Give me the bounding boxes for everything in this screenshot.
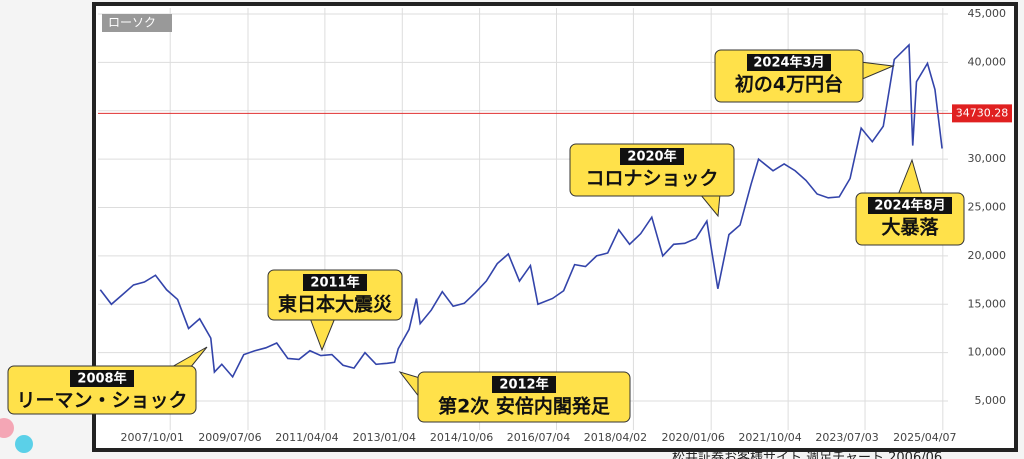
y-tick-label: 15,000 — [968, 297, 1007, 310]
y-tick-label: 30,000 — [968, 152, 1007, 165]
y-tick-label: 45,000 — [968, 7, 1007, 20]
callout-text: 東日本大震災 — [278, 293, 393, 316]
y-tick-label: 40,000 — [968, 55, 1007, 68]
callout-header — [620, 148, 684, 165]
callout-text: 初の4万円台 — [735, 73, 843, 96]
current-price-box — [952, 104, 1012, 123]
x-tick-label: 2007/10/01 — [121, 431, 184, 444]
title-box — [102, 14, 172, 32]
callout-box — [7, 365, 197, 415]
y-tick-label: 5,000 — [975, 394, 1007, 407]
callout-label: 2024年8月 — [874, 198, 945, 214]
x-tick-label: 2020/01/06 — [661, 431, 724, 444]
x-tick-label: 2013/01/04 — [353, 431, 416, 444]
callout-label: 2020年 — [627, 149, 676, 165]
callout-box — [267, 269, 403, 321]
x-tick-label: 2009/07/06 — [198, 431, 261, 444]
price-line — [99, 43, 943, 379]
callout-header — [303, 274, 367, 291]
callout-header — [70, 370, 134, 387]
x-tick-label: 2021/10/04 — [738, 431, 801, 444]
callout-label: 2024年3月 — [753, 55, 824, 71]
callout-header — [868, 197, 952, 214]
y-tick-label: 10,000 — [968, 346, 1007, 359]
current-price-label: 34730.28 — [956, 106, 1009, 119]
callout-box — [417, 371, 631, 423]
chart-title: ローソク — [108, 16, 156, 30]
x-tick-label: 2018/04/02 — [584, 431, 647, 444]
callout-header — [492, 376, 556, 393]
callout-label: 2012年 — [499, 377, 548, 393]
callout-text: リーマン・ショック — [16, 390, 187, 412]
callout-header — [747, 54, 831, 71]
callout-label: 2008年 — [77, 371, 126, 387]
x-tick-label: 2025/04/07 — [893, 431, 956, 444]
x-tick-label: 2014/10/06 — [430, 431, 493, 444]
y-tick-label: 25,000 — [968, 201, 1007, 214]
decor — [0, 418, 14, 438]
callout-box — [569, 143, 735, 197]
x-tick-label: 2016/07/04 — [507, 431, 570, 444]
callout-text: 第2次 安倍内閣発足 — [438, 395, 611, 418]
x-tick-label: 2011/04/04 — [275, 431, 338, 444]
decor — [15, 435, 33, 453]
callout-text: 大暴落 — [881, 216, 939, 239]
x-tick-label: 2023/07/03 — [815, 431, 878, 444]
y-tick-label: 20,000 — [968, 249, 1007, 262]
callout-text: コロナショック — [585, 168, 718, 190]
callout-label: 2011年 — [310, 275, 359, 291]
source: 松井証券お客様サイト 週足チャート 2006/06 — [672, 450, 942, 459]
